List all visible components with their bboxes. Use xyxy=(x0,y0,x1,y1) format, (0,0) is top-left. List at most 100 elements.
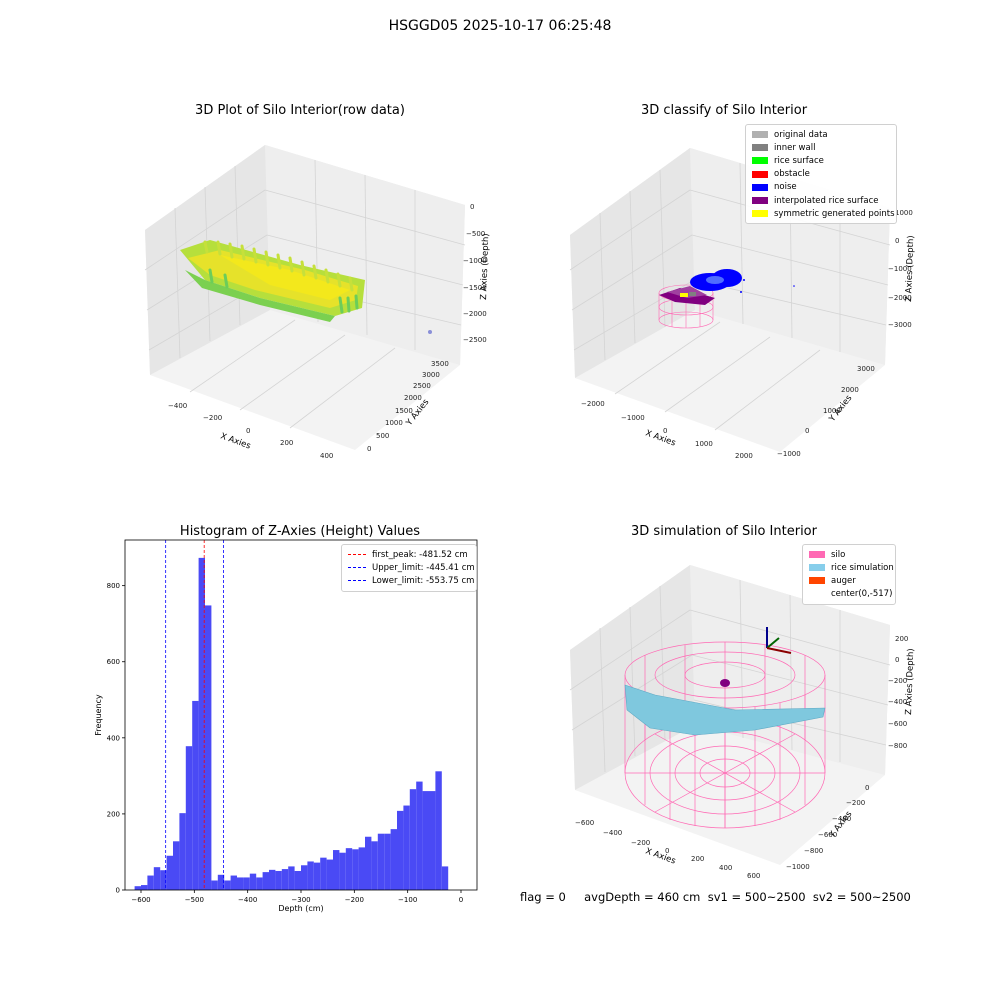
histogram-bar xyxy=(429,791,436,890)
histogram-bar xyxy=(390,829,397,890)
legend-item-rice-simulation: rice simulation xyxy=(809,561,894,574)
panel4-x-label: X Axies xyxy=(644,846,677,866)
svg-text:−1000: −1000 xyxy=(621,414,645,422)
histogram-bar xyxy=(237,877,244,890)
svg-text:−2000: −2000 xyxy=(581,400,605,408)
legend-swatch xyxy=(752,131,768,139)
svg-text:−800: −800 xyxy=(804,847,823,855)
svg-text:−3000: −3000 xyxy=(888,321,912,329)
panel1-3d-scatter: −400 −200 0 200 400 0 500 1000 1500 2000 2500… xyxy=(144,145,491,460)
panel4-center-axes xyxy=(766,627,792,654)
histogram-bar xyxy=(262,872,269,890)
svg-text:2000: 2000 xyxy=(735,452,753,460)
legend-item-symmetric-points: symmetric generated points xyxy=(752,207,895,220)
legend-swatch xyxy=(809,564,825,572)
legend-item-inner-wall: inner wall xyxy=(752,141,890,154)
x-tick-label: 0 xyxy=(459,896,463,904)
svg-text:−800: −800 xyxy=(888,742,907,750)
panel2-z-label: Z Axies (Depth) xyxy=(904,235,916,302)
svg-text:400: 400 xyxy=(719,864,732,872)
histogram-bar xyxy=(416,781,423,890)
panel2-title: 3D classify of Silo Interior xyxy=(640,103,808,118)
legend-line xyxy=(348,580,366,582)
histogram-bar xyxy=(441,866,449,890)
histogram-bar xyxy=(377,833,385,890)
histogram-vlines xyxy=(165,540,224,890)
y-tick-label: 800 xyxy=(107,582,120,590)
histogram-bar xyxy=(198,557,205,890)
legend-item-silo: silo xyxy=(809,548,889,561)
svg-text:1500: 1500 xyxy=(395,407,413,415)
svg-text:−600: −600 xyxy=(818,831,837,839)
svg-text:−400: −400 xyxy=(168,402,187,410)
histogram-bar xyxy=(147,875,154,890)
svg-text:0: 0 xyxy=(663,427,667,435)
panel3-legend: first_peak: -481.52 cm Upper_limit: -445… xyxy=(341,544,477,592)
histogram-bar xyxy=(211,880,218,890)
svg-text:1000: 1000 xyxy=(895,209,913,217)
svg-text:2000: 2000 xyxy=(841,386,859,394)
x-tick-label: −100 xyxy=(398,896,417,904)
legend-swatch xyxy=(752,157,768,165)
histogram-bar xyxy=(352,849,359,890)
legend-swatch xyxy=(752,144,768,152)
histogram-bar xyxy=(403,805,410,890)
svg-text:−600: −600 xyxy=(888,720,907,728)
histogram-bars xyxy=(134,557,449,890)
histogram-bar xyxy=(243,877,250,890)
panel4-z-label: Z Axies (Depth) xyxy=(904,648,916,715)
histogram-bar xyxy=(371,841,378,890)
svg-text:1000: 1000 xyxy=(823,407,841,415)
histogram-bar xyxy=(224,880,231,890)
histogram-bar xyxy=(281,869,289,890)
panel1-point-cloud xyxy=(180,240,432,334)
legend-item-center: center(0,-517) xyxy=(809,588,892,601)
panel2-x-label: X Axies xyxy=(644,428,677,448)
x-tick-label: −300 xyxy=(291,896,310,904)
panel4-rice-simulation xyxy=(624,684,826,736)
panel4-axes-box xyxy=(569,565,891,865)
legend-swatch xyxy=(809,551,825,559)
panel2-rice-surface xyxy=(659,286,715,305)
legend-item-upper-limit: Upper_limit: -445.41 cm xyxy=(348,561,475,574)
legend-line xyxy=(348,567,366,569)
svg-text:−1000: −1000 xyxy=(463,257,487,265)
histogram-bar xyxy=(384,833,391,890)
svg-text:−1000: −1000 xyxy=(888,265,912,273)
svg-text:1000: 1000 xyxy=(385,419,403,427)
histogram-bar xyxy=(230,875,237,890)
svg-text:−1000: −1000 xyxy=(777,450,801,458)
svg-text:3000: 3000 xyxy=(857,365,875,373)
svg-text:200: 200 xyxy=(280,439,293,447)
histogram-bar xyxy=(160,870,167,890)
x-tick-label: −400 xyxy=(238,896,257,904)
svg-text:0: 0 xyxy=(665,847,669,855)
x-tick-label: −600 xyxy=(131,896,150,904)
panel4-auger xyxy=(720,679,730,687)
histogram-bar xyxy=(333,850,340,890)
svg-text:−400: −400 xyxy=(603,829,622,837)
legend-swatch xyxy=(809,577,825,585)
histogram-bar xyxy=(435,771,442,890)
histogram-xlabel: Depth (cm) xyxy=(278,904,323,913)
svg-text:0: 0 xyxy=(367,445,371,453)
histogram-bar xyxy=(313,862,321,890)
histogram-bar xyxy=(307,861,314,890)
histogram-bar xyxy=(249,873,257,890)
svg-text:−400: −400 xyxy=(832,815,851,823)
svg-text:2000: 2000 xyxy=(404,394,422,402)
svg-text:3000: 3000 xyxy=(422,371,440,379)
histogram-bar xyxy=(358,847,365,890)
histogram-bar xyxy=(205,605,212,890)
svg-text:400: 400 xyxy=(320,452,333,460)
svg-text:−2500: −2500 xyxy=(463,336,487,344)
svg-text:500: 500 xyxy=(376,432,389,440)
legend-item-rice-surface: rice surface xyxy=(752,154,890,167)
panel3-title: Histogram of Z-Axies (Height) Values xyxy=(179,524,421,539)
panel2-noise-points xyxy=(690,269,795,293)
svg-text:200: 200 xyxy=(691,855,704,863)
svg-text:−200: −200 xyxy=(203,414,222,422)
legend-swatch xyxy=(809,591,825,598)
